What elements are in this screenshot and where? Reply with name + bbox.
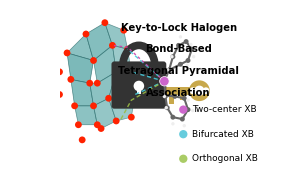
- Circle shape: [164, 106, 168, 109]
- Circle shape: [189, 80, 210, 101]
- Circle shape: [64, 50, 71, 56]
- Circle shape: [79, 136, 86, 143]
- Circle shape: [170, 54, 175, 59]
- Bar: [143, 87, 199, 95]
- Circle shape: [101, 19, 108, 26]
- Circle shape: [191, 109, 194, 112]
- Circle shape: [83, 31, 89, 37]
- Circle shape: [165, 105, 170, 110]
- Circle shape: [56, 68, 63, 75]
- Text: Key-to-Lock Halogen: Key-to-Lock Halogen: [120, 23, 237, 33]
- Polygon shape: [109, 72, 135, 102]
- Circle shape: [98, 125, 104, 132]
- Circle shape: [179, 35, 182, 39]
- Circle shape: [179, 105, 188, 114]
- Circle shape: [163, 95, 166, 98]
- Polygon shape: [94, 45, 116, 83]
- Bar: [158, 95, 163, 101]
- Circle shape: [170, 115, 175, 120]
- Text: Association: Association: [146, 88, 211, 98]
- Circle shape: [132, 91, 139, 98]
- Circle shape: [184, 39, 188, 44]
- Polygon shape: [109, 94, 135, 121]
- Circle shape: [180, 117, 185, 122]
- Circle shape: [167, 67, 172, 72]
- Circle shape: [189, 87, 196, 94]
- Circle shape: [167, 68, 170, 72]
- Circle shape: [172, 94, 177, 99]
- Circle shape: [117, 99, 124, 105]
- Circle shape: [113, 68, 120, 75]
- Bar: [137, 86, 141, 94]
- Circle shape: [160, 77, 169, 86]
- FancyBboxPatch shape: [111, 61, 166, 109]
- Polygon shape: [67, 53, 94, 83]
- Circle shape: [90, 102, 97, 109]
- Bar: [169, 95, 174, 104]
- Circle shape: [71, 102, 78, 109]
- Circle shape: [128, 68, 135, 75]
- Polygon shape: [71, 79, 94, 106]
- Circle shape: [189, 47, 194, 52]
- Circle shape: [183, 124, 186, 127]
- Circle shape: [179, 155, 188, 163]
- Circle shape: [75, 121, 82, 128]
- Polygon shape: [90, 72, 116, 106]
- Circle shape: [94, 121, 101, 128]
- Text: Bifurcated XB: Bifurcated XB: [192, 130, 254, 139]
- Circle shape: [124, 46, 131, 53]
- Circle shape: [171, 122, 175, 125]
- Circle shape: [128, 114, 135, 121]
- Text: Orthogonal XB: Orthogonal XB: [192, 154, 258, 163]
- Circle shape: [179, 130, 188, 138]
- Circle shape: [185, 58, 190, 63]
- Circle shape: [203, 87, 209, 94]
- Bar: [180, 95, 184, 100]
- Circle shape: [170, 55, 174, 58]
- Circle shape: [178, 62, 183, 67]
- Polygon shape: [86, 23, 112, 60]
- Circle shape: [194, 86, 205, 96]
- Circle shape: [185, 107, 190, 112]
- Circle shape: [182, 96, 187, 101]
- Text: Bond-Based: Bond-Based: [145, 44, 212, 54]
- Circle shape: [186, 98, 190, 102]
- Text: Two-center XB: Two-center XB: [192, 105, 257, 114]
- Polygon shape: [75, 106, 97, 125]
- Circle shape: [67, 76, 74, 83]
- Circle shape: [86, 80, 93, 87]
- Circle shape: [163, 94, 168, 99]
- Polygon shape: [94, 98, 116, 129]
- Circle shape: [134, 81, 144, 91]
- Polygon shape: [105, 23, 128, 49]
- Circle shape: [176, 43, 181, 48]
- Circle shape: [109, 42, 116, 49]
- Circle shape: [90, 57, 97, 64]
- Circle shape: [105, 95, 112, 102]
- Text: Tetragonal Pyramidal: Tetragonal Pyramidal: [118, 66, 239, 76]
- Circle shape: [94, 80, 101, 87]
- Circle shape: [185, 64, 189, 67]
- Circle shape: [113, 118, 120, 124]
- Circle shape: [192, 55, 195, 58]
- Polygon shape: [112, 45, 131, 72]
- Circle shape: [56, 91, 63, 98]
- Circle shape: [120, 27, 127, 34]
- Polygon shape: [67, 34, 94, 60]
- Circle shape: [189, 43, 192, 46]
